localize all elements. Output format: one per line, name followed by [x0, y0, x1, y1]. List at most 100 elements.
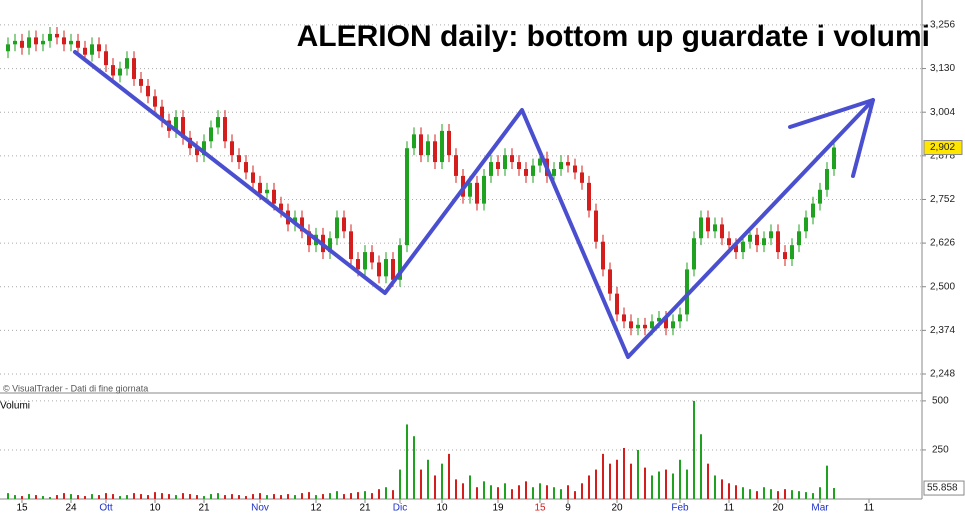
- volume-bar: [357, 492, 359, 499]
- candle-body: [671, 321, 675, 329]
- volume-bar: [350, 493, 352, 499]
- volume-bar: [791, 490, 793, 499]
- x-tick-label: 11: [724, 503, 735, 514]
- candle-body: [783, 252, 787, 260]
- candle-body: [342, 217, 346, 232]
- candle-body: [573, 165, 577, 173]
- volume-bar: [777, 491, 779, 499]
- candle-body: [622, 314, 626, 322]
- candle-body: [468, 182, 472, 197]
- candle-body: [398, 245, 402, 280]
- candle-body: [139, 78, 143, 86]
- volume-bar: [574, 491, 576, 499]
- volume-bar: [504, 483, 506, 499]
- volume-bar: [343, 494, 345, 499]
- volume-bar: [518, 485, 520, 499]
- volume-bar: [784, 489, 786, 499]
- candle-body: [76, 40, 80, 48]
- candle-body: [594, 210, 598, 242]
- candle-body: [363, 252, 367, 270]
- x-tick-label: 11: [864, 503, 875, 514]
- y-tick-label: 2,248: [930, 369, 955, 380]
- x-tick-label: 21: [359, 503, 371, 514]
- candle-body: [706, 217, 710, 232]
- volume-bar: [483, 481, 485, 499]
- candle-body: [629, 321, 633, 329]
- candle-body: [615, 293, 619, 315]
- candle-body: [769, 231, 773, 239]
- y-tick-label: 2,626: [930, 238, 955, 249]
- candle-body: [762, 238, 766, 246]
- candle-body: [27, 37, 31, 48]
- x-tick-label: 12: [310, 503, 322, 514]
- volume-bar: [826, 465, 828, 499]
- trend-line: [73, 50, 875, 359]
- copyright: © VisualTrader - Dati di fine giornata: [3, 383, 148, 393]
- candle-body: [475, 182, 479, 204]
- volume-bar: [770, 489, 772, 499]
- marks: 3,256 3,130 3,004 2,878 2,752 2,626 2,500 2,374…: [0, 20, 965, 514]
- candle-body: [538, 158, 542, 166]
- volume-bar: [595, 469, 597, 499]
- volume-bar: [21, 496, 23, 499]
- candle-body: [699, 217, 703, 239]
- x-tick-label: Ott: [99, 503, 113, 514]
- volume-bar: [140, 494, 142, 499]
- candle-body: [720, 224, 724, 239]
- volume-bar: [385, 487, 387, 499]
- candle-body: [524, 168, 528, 176]
- volume-bar: [525, 481, 527, 499]
- candle-body: [587, 182, 591, 211]
- volume-bar: [7, 493, 9, 499]
- volume-bar: [833, 488, 835, 499]
- x-tick-label: 24: [65, 503, 77, 514]
- volume-bar: [161, 493, 163, 499]
- volume-bar: [511, 489, 513, 499]
- candle-body: [132, 58, 136, 79]
- volume-bar: [322, 494, 324, 499]
- candle-body: [517, 162, 521, 169]
- y-tick-label: 3,130: [930, 63, 955, 74]
- y-tick-label: 2,878: [930, 150, 955, 161]
- candle-body: [804, 217, 808, 232]
- candle-body: [216, 117, 220, 128]
- volume-bar: [693, 400, 695, 499]
- candle-body: [300, 217, 304, 232]
- candle-body: [811, 203, 815, 218]
- chart-title: ALERION daily: bottom up guardate i volu…: [297, 20, 930, 53]
- candle-body: [832, 147, 836, 169]
- candle-body: [552, 168, 556, 176]
- trend-arrow: [788, 98, 875, 178]
- x-tick-label: Nov: [251, 503, 269, 514]
- candle-body: [223, 117, 227, 142]
- volume-bar: [301, 493, 303, 499]
- volume-bar: [266, 495, 268, 499]
- x-tick-label: 10: [436, 503, 448, 514]
- candle-body: [160, 106, 164, 121]
- candle-body: [734, 245, 738, 253]
- volume-bar: [602, 453, 604, 499]
- candle-body: [146, 85, 150, 97]
- candle-body: [601, 241, 605, 270]
- candle-body: [636, 324, 640, 329]
- candle-body: [489, 162, 493, 176]
- candle-body: [608, 269, 612, 294]
- volume-bar: [189, 494, 191, 499]
- volume-bar: [490, 485, 492, 499]
- volume-bar: [812, 493, 814, 499]
- candle-body: [412, 134, 416, 149]
- volume-bar: [203, 496, 205, 499]
- volume-bar: [273, 494, 275, 499]
- volume-bar: [154, 492, 156, 499]
- last-volume-label: 55.858: [927, 483, 958, 494]
- candle-body: [111, 65, 115, 76]
- volume-bar: [91, 494, 93, 499]
- candle-body: [62, 37, 66, 45]
- candle-body: [384, 259, 388, 277]
- volume-bar: [399, 469, 401, 499]
- candle-body: [391, 259, 395, 280]
- volume-bar: [735, 485, 737, 499]
- volume-bar: [679, 459, 681, 499]
- candle-body: [237, 155, 241, 163]
- volume-bar: [532, 487, 534, 499]
